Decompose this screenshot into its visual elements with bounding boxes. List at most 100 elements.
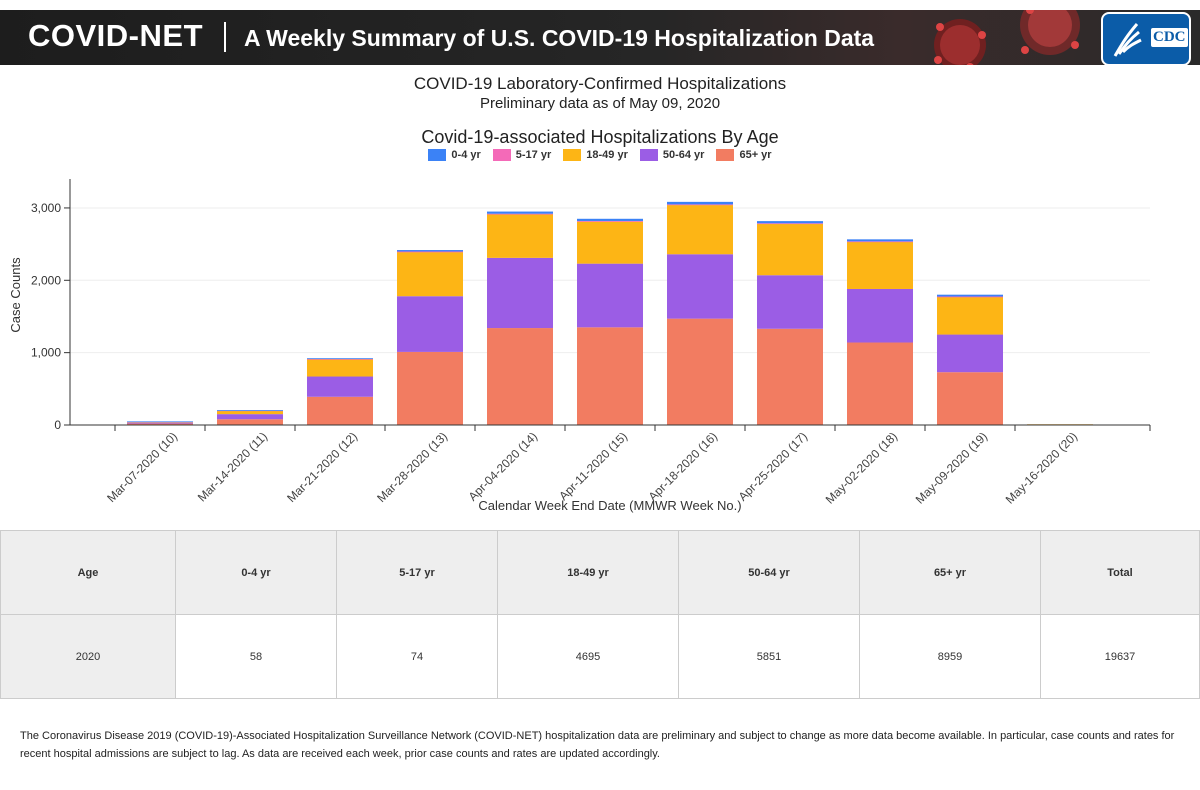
bar-segment xyxy=(667,204,733,206)
header-divider xyxy=(224,22,226,52)
data-date: Preliminary data as of May 09, 2020 xyxy=(479,95,721,112)
legend-label: 65+ yr xyxy=(739,149,772,161)
x-tick-label: Apr-18-2020 (16) xyxy=(646,429,721,504)
bar-segment xyxy=(757,223,823,225)
table-cell: 2020 xyxy=(0,614,176,699)
legend-label: 18-49 yr xyxy=(586,149,628,161)
x-tick-label: Mar-14-2020 (11) xyxy=(195,429,270,504)
bar-segment xyxy=(757,328,823,425)
x-tick-label: Mar-07-2020 (10) xyxy=(104,429,180,505)
table-cell: 58 xyxy=(175,614,337,699)
x-tick-label: Apr-04-2020 (14) xyxy=(466,429,541,504)
bar-segment xyxy=(667,254,733,319)
bar-segment xyxy=(937,296,1003,335)
bar-segment xyxy=(397,250,463,252)
bar-segment xyxy=(847,241,913,243)
cdc-logo-text: CDC xyxy=(1151,28,1188,47)
legend-item-65-plus[interactable]: 65+ yr xyxy=(716,149,772,161)
table-cell: 8959 xyxy=(859,614,1041,699)
bar-segment xyxy=(847,241,913,289)
table-cell: 74 xyxy=(336,614,498,699)
hhs-eagle-icon xyxy=(1113,23,1142,57)
y-axis-label: Case Counts xyxy=(8,257,23,333)
bar-segment xyxy=(487,214,553,258)
bar-segment xyxy=(577,220,643,222)
bar-segment xyxy=(577,327,643,425)
x-axis-label: Calendar Week End Date (MMWR Week No.) xyxy=(478,498,741,513)
legend-swatch xyxy=(563,149,582,161)
bar-segment xyxy=(937,372,1003,425)
x-tick-label: Mar-28-2020 (13) xyxy=(374,429,450,505)
bar-segment xyxy=(307,358,373,360)
header-subtitle: A Weekly Summary of U.S. COVID-19 Hospit… xyxy=(244,25,875,51)
bar-segment xyxy=(847,342,913,425)
bar-segment xyxy=(577,263,643,328)
bar-segment xyxy=(937,294,1003,297)
legend-item-5-17[interactable]: 5-17 yr xyxy=(492,149,552,161)
bar-segment xyxy=(937,296,1003,298)
table-header: Age xyxy=(0,530,176,615)
bar-segment xyxy=(487,211,553,214)
bar-segment xyxy=(307,359,373,377)
bar-segment xyxy=(937,334,1003,373)
table-header: Total xyxy=(1040,530,1200,615)
table-cell: 19637 xyxy=(1040,614,1200,699)
table-cell: 4695 xyxy=(497,614,679,699)
cdc-logo[interactable]: CDC xyxy=(1101,12,1191,65)
table-header: 50-64 yr xyxy=(678,530,860,615)
legend-item-0-4[interactable]: 0-4 yr xyxy=(428,149,481,161)
chart-title: Covid-19-associated Hospitalizations By … xyxy=(421,127,779,147)
bar-segment xyxy=(307,358,373,360)
table-header: 5-17 yr xyxy=(336,530,498,615)
x-tick-label: Apr-11-2020 (15) xyxy=(556,429,630,503)
bar-segment xyxy=(217,410,283,415)
bar-segment xyxy=(667,205,733,255)
legend-swatch xyxy=(428,149,447,161)
table-header: 18-49 yr xyxy=(497,530,679,615)
brand-title: COVID-NET xyxy=(28,18,203,53)
legend-item-50-64[interactable]: 50-64 yr xyxy=(639,149,705,161)
x-tick-label: May-02-2020 (18) xyxy=(823,429,900,506)
bar-segment xyxy=(127,421,193,423)
x-tick-label: May-16-2020 (20) xyxy=(1003,429,1080,506)
y-tick-label: 2,000 xyxy=(31,273,61,287)
bar-segment xyxy=(397,252,463,297)
legend-item-18-49[interactable]: 18-49 yr xyxy=(563,149,628,161)
table-header: 0-4 yr xyxy=(175,530,337,615)
legend-swatch xyxy=(639,149,658,161)
bar-segment xyxy=(847,239,913,242)
legend-label: 50-64 yr xyxy=(662,149,705,161)
bar-segment xyxy=(307,376,373,397)
y-tick-label: 0 xyxy=(54,418,61,432)
y-tick-label: 1,000 xyxy=(31,346,61,360)
bar-segment xyxy=(307,396,373,425)
bar-segment xyxy=(487,328,553,425)
bar-segment xyxy=(397,351,463,425)
chart-titles: COVID-19 Laboratory-Confirmed Hospitaliz… xyxy=(0,74,1200,148)
bar-segment xyxy=(127,423,193,425)
table-header: 65+ yr xyxy=(859,530,1041,615)
legend-label: 0-4 yr xyxy=(451,149,481,161)
bar-segment xyxy=(577,218,643,221)
bar-segment xyxy=(397,251,463,253)
x-tick-label: Mar-21-2020 (12) xyxy=(284,429,360,505)
bar-segment xyxy=(127,422,193,424)
site-header: COVID-NET A Weekly Summary of U.S. COVID… xyxy=(0,10,1200,65)
legend-swatch xyxy=(716,149,735,161)
legend-label: 5-17 yr xyxy=(515,149,552,161)
chart-bars xyxy=(127,201,1093,426)
x-tick-label: May-09-2020 (19) xyxy=(913,429,990,506)
page-title: COVID-19 Laboratory-Confirmed Hospitaliz… xyxy=(413,74,787,93)
bar-segment xyxy=(847,288,913,343)
bar-segment xyxy=(217,419,283,425)
bar-segment xyxy=(217,410,283,411)
x-tick-label: Apr-25-2020 (17) xyxy=(736,429,811,504)
table-header-row: Age 0-4 yr 5-17 yr 18-49 yr 50-64 yr 65+… xyxy=(0,530,1200,615)
bar-segment xyxy=(487,213,553,215)
bar-segment xyxy=(217,414,283,420)
bar-segment xyxy=(757,221,823,224)
coronavirus-image xyxy=(934,10,1080,65)
footnote: The Coronavirus Disease 2019 (COVID-19)-… xyxy=(20,730,1175,760)
chart-legend: 0-4 yr 5-17 yr 18-49 yr 50-64 yr 65+ yr xyxy=(0,149,1200,161)
bar-segment xyxy=(577,221,643,264)
